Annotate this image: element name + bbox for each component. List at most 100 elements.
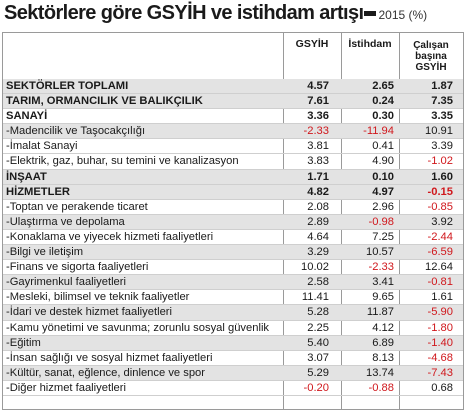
cell-calisan-basina-gsyih: -1.40 (427, 336, 454, 349)
row-label: -Diğer hizmet faaliyetleri (6, 381, 126, 394)
cell-calisan-basina-gsyih: 10.91 (425, 125, 453, 138)
table-row: -Madencilik ve Taşocakçılığı -2.33 -11.94 1… (3, 124, 463, 140)
row-label: -Eğitim (6, 336, 41, 349)
cell-gsyih: 3.07 (307, 351, 329, 364)
row-divider (3, 108, 463, 110)
row-divider (3, 274, 463, 276)
cell-gsyih: 2.58 (307, 276, 329, 289)
row-label: -Toptan ve perakende ticaret (6, 200, 148, 213)
cell-calisan-basina-gsyih: -0.81 (427, 276, 454, 289)
cell-calisan-basina-gsyih: -1.80 (427, 321, 454, 334)
row-divider (3, 349, 463, 351)
row-divider (3, 183, 463, 185)
row-divider (3, 244, 463, 246)
column-header-gsyih: GSYİH (295, 38, 329, 50)
table-row: TARIM, ORMANCILIK VE BALIKÇILIK 7.61 0.24 7… (3, 94, 463, 110)
row-divider (3, 123, 463, 125)
row-divider (3, 198, 463, 200)
cell-calisan-basina-gsyih: -0.15 (427, 185, 454, 198)
cell-calisan-basina-gsyih: 3.92 (431, 215, 453, 228)
row-label: -İnsan sağlığı ve sosyal hizmet faaliyet… (6, 351, 213, 364)
cell-calisan-basina-gsyih: -0.85 (427, 200, 454, 213)
title-dash (364, 11, 377, 17)
cell-gsyih: 5.28 (307, 306, 329, 319)
table-row: -Kültür, sanat, eğlence, dinlence ve spo… (3, 365, 463, 381)
cell-istihdam: -11.94 (363, 125, 394, 138)
cell-gsyih: 2.25 (307, 321, 329, 334)
cell-istihdam: 8.13 (372, 351, 394, 364)
row-label: İNŞAAT (6, 170, 47, 183)
cell-gsyih: -0.20 (303, 381, 330, 394)
row-label: -Bilgi ve iletişim (6, 246, 84, 259)
cell-calisan-basina-gsyih: -6.59 (427, 246, 454, 259)
table-row: -Kamu yönetimi ve savunma; zorunlu sosya… (3, 321, 463, 336)
row-label: SEKTÖRLER TOPLAMI (6, 80, 129, 92)
cell-gsyih: 4.64 (307, 230, 329, 243)
row-divider (3, 168, 463, 170)
cell-istihdam: 0.10 (372, 170, 394, 183)
table-body: SEKTÖRLER TOPLAMI 4.57 2.65 1.87 TARIM, ORMA… (3, 79, 463, 396)
row-label: -İdari ve destek hizmet faaliyetleri (6, 306, 173, 319)
cell-gsyih: 1.71 (307, 170, 329, 183)
cell-gsyih: 3.36 (307, 110, 329, 123)
row-divider (3, 394, 463, 396)
row-divider (3, 259, 463, 261)
row-label: -Finans ve sigorta faaliyetleri (6, 261, 149, 274)
cell-istihdam: 11.87 (366, 306, 394, 319)
row-label: -Mesleki, bilimsel ve teknik faaliyetler (6, 291, 190, 304)
table-row: -Konaklama ve yiyecek hizmeti faaliyetle… (3, 230, 463, 246)
table-row: -İnsan sağlığı ve sosyal hizmet faaliyet… (3, 351, 463, 366)
row-divider (3, 289, 463, 291)
row-divider (3, 304, 463, 306)
cell-istihdam: -0.98 (368, 215, 395, 228)
table-row: SEKTÖRLER TOPLAMI 4.57 2.65 1.87 (3, 79, 463, 95)
cell-calisan-basina-gsyih: 1.61 (431, 291, 453, 304)
table-row: -Gayrimenkul faaliyetleri 2.58 3.41 -0.81 (3, 275, 463, 291)
cell-istihdam: -2.33 (368, 261, 395, 274)
cell-calisan-basina-gsyih: -1.02 (427, 155, 454, 168)
cell-istihdam: 0.41 (372, 140, 394, 153)
data-table: GSYİH İstihdam Çalışan başına GSYİH SEKT… (2, 32, 464, 410)
cell-gsyih: 4.82 (307, 185, 329, 198)
table-row: -Elektrik, gaz, buhar, su temini ve kana… (3, 154, 463, 170)
page-title: Sektörlere göre GSYİH ve istihdam artışı (4, 2, 364, 24)
row-divider (3, 153, 463, 155)
cell-istihdam: 9.65 (372, 291, 394, 304)
cell-gsyih: -2.33 (303, 125, 330, 138)
row-label: -Ulaştırma ve depolama (6, 215, 125, 228)
cell-gsyih: 2.89 (307, 215, 329, 228)
table-header: Sektörlere göre GSYİH ve istihdam artışı… (4, 2, 464, 30)
row-divider (3, 213, 463, 215)
cell-calisan-basina-gsyih: 12.64 (425, 261, 453, 274)
row-label: -Kültür, sanat, eğlence, dinlence ve spo… (6, 366, 206, 379)
cell-gsyih: 4.57 (307, 80, 329, 92)
row-divider (3, 138, 463, 140)
year-note: 2015 (%) (378, 8, 428, 22)
cell-istihdam: 0.24 (372, 95, 394, 108)
row-label: -Kamu yönetimi ve savunma; zorunlu sosya… (6, 321, 270, 334)
table-row: -Mesleki, bilimsel ve teknik faaliyetler… (3, 290, 463, 306)
row-label: -İmalat Sanayi (6, 140, 78, 153)
row-label: -Gayrimenkul faaliyetleri (6, 276, 126, 289)
cell-calisan-basina-gsyih: 1.60 (431, 170, 453, 183)
table-row: -Eğitim 5.40 6.89 -1.40 (3, 335, 463, 351)
table-row: HİZMETLER 4.82 4.97 -0.15 (3, 184, 463, 200)
cell-calisan-basina-gsyih: 0.68 (431, 381, 453, 394)
row-divider (3, 319, 463, 321)
cell-istihdam: -0.88 (368, 381, 395, 394)
column-header-istihdam: İstihdam (348, 38, 392, 50)
cell-calisan-basina-gsyih: -5.90 (427, 306, 454, 319)
cell-istihdam: 4.12 (372, 321, 394, 334)
cell-calisan-basina-gsyih: -7.43 (427, 366, 454, 379)
row-label: SANAYİ (6, 110, 48, 123)
cell-istihdam: 6.89 (372, 336, 394, 349)
table-row: -Ulaştırma ve depolama 2.89 -0.98 3.92 (3, 214, 463, 230)
cell-calisan-basina-gsyih: -4.68 (427, 351, 454, 364)
row-label: -Konaklama ve yiyecek hizmeti faaliyetle… (6, 230, 214, 243)
cell-gsyih: 3.83 (307, 155, 329, 168)
row-divider (3, 379, 463, 381)
cell-istihdam: 10.57 (366, 246, 394, 259)
cell-calisan-basina-gsyih: 7.35 (431, 95, 453, 108)
cell-gsyih: 5.40 (307, 336, 329, 349)
row-label: -Elektrik, gaz, buhar, su temini ve kana… (6, 155, 239, 168)
